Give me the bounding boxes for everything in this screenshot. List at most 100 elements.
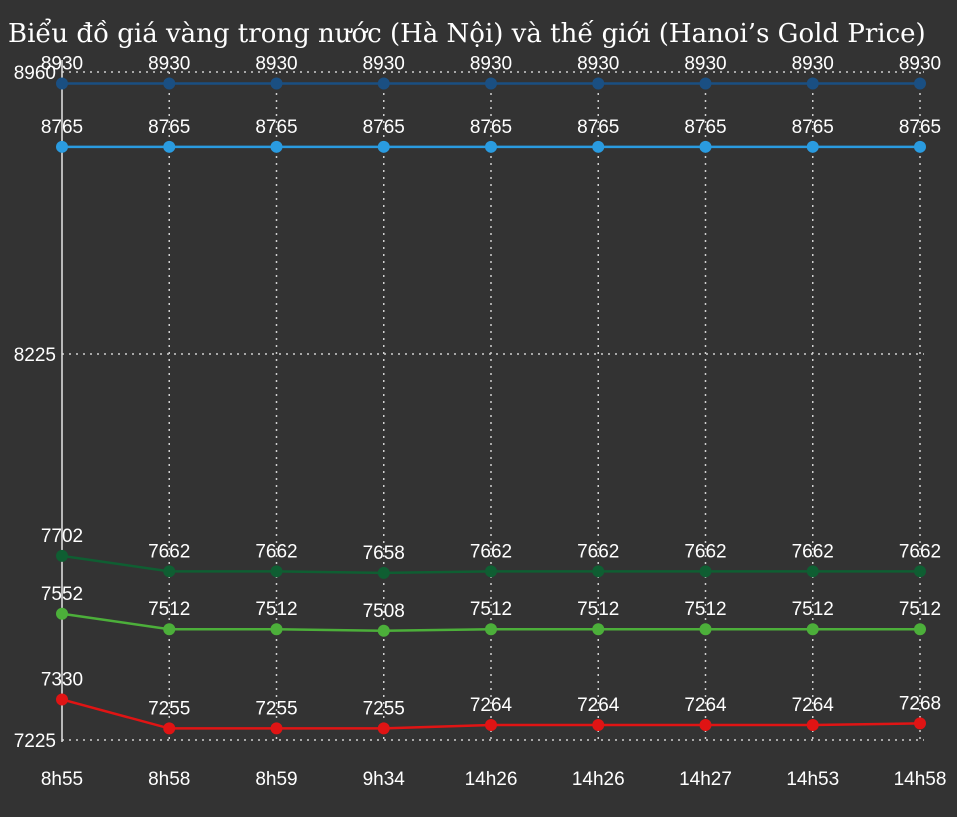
data-label: 8765 (255, 117, 297, 138)
data-point (914, 140, 926, 153)
data-point (699, 565, 712, 578)
data-point (270, 140, 283, 153)
data-point (485, 718, 497, 731)
data-point (56, 140, 68, 153)
data-point (592, 718, 605, 731)
data-label: 8930 (684, 54, 726, 75)
data-label: 8765 (148, 117, 190, 138)
grid (62, 71, 924, 741)
data-point (163, 565, 176, 578)
data-point (914, 623, 926, 636)
data-point (806, 718, 819, 731)
data-label: 7264 (792, 695, 835, 716)
series-4: 7330 7255 7255 7255 7264 7264 7264 7264 7268 (41, 669, 941, 735)
x-tick-label: 9h34 (363, 769, 406, 790)
data-label: 7662 (577, 541, 619, 562)
data-label: 7662 (899, 541, 941, 562)
data-label: 7330 (41, 669, 83, 690)
data-point (270, 722, 283, 735)
data-label: 7512 (148, 599, 190, 620)
series-2: 7702 7662 7662 7658 7662 7662 7662 7662 7662 (41, 526, 941, 579)
data-label: 8930 (577, 54, 619, 75)
data-label: 7512 (470, 599, 512, 620)
data-point (914, 717, 926, 730)
data-point (485, 140, 497, 153)
data-point (699, 77, 712, 90)
x-tick-label: 14h27 (679, 769, 732, 790)
data-point (806, 623, 819, 636)
data-label: 7512 (684, 599, 726, 620)
x-tick-label: 8h59 (255, 769, 297, 790)
data-point (699, 718, 712, 731)
data-label: 7658 (363, 543, 405, 564)
x-tick-label: 8h58 (148, 769, 190, 790)
data-point (485, 77, 497, 90)
data-point (270, 565, 283, 578)
data-label: 8765 (792, 117, 834, 138)
data-label: 7512 (899, 599, 941, 620)
data-point (270, 77, 283, 90)
data-point (163, 722, 176, 735)
data-label: 8930 (792, 54, 834, 75)
x-tick-label: 14h58 (894, 769, 947, 790)
data-point (914, 77, 926, 90)
data-label: 7508 (363, 601, 405, 622)
data-point (699, 623, 712, 636)
data-point (56, 549, 68, 562)
y-tick-label: 8960 (14, 63, 56, 84)
series-1: 8765 8765 8765 8765 8765 8765 8765 8765 8765 (41, 117, 941, 153)
x-tick-label: 14h53 (786, 769, 839, 790)
data-point (485, 623, 497, 636)
data-label: 8765 (470, 117, 512, 138)
data-point (377, 566, 390, 579)
data-point (592, 140, 605, 153)
y-axis-ticks: 8960 8225 7225 (14, 63, 56, 752)
x-tick-label: 8h55 (41, 769, 83, 790)
data-label: 8765 (684, 117, 726, 138)
x-tick-label: 14h26 (465, 769, 518, 790)
data-label: 7268 (899, 693, 941, 714)
data-point (56, 693, 68, 706)
data-label: 7662 (148, 541, 190, 562)
data-label: 8930 (255, 54, 297, 75)
data-label: 7255 (148, 698, 190, 719)
data-point (806, 140, 819, 153)
data-point (485, 565, 497, 578)
data-label: 7255 (363, 698, 405, 719)
data-label: 7662 (255, 541, 297, 562)
data-point (592, 77, 605, 90)
y-tick-label: 8225 (14, 345, 56, 366)
x-axis-ticks: 8h55 8h58 8h59 9h34 14h26 14h26 14h27 14h53 14h5… (41, 769, 947, 790)
y-tick-label: 7225 (14, 731, 56, 752)
data-label: 7255 (255, 698, 297, 719)
data-point (592, 623, 605, 636)
data-label: 7702 (41, 526, 83, 547)
data-label: 8930 (899, 54, 941, 75)
series-group: 8930 8930 8930 8930 8930 8930 8930 8930 8930 8765… (41, 54, 941, 735)
data-point (56, 607, 68, 620)
x-tick-label: 14h26 (572, 769, 625, 790)
data-point (914, 565, 926, 578)
data-label: 7662 (684, 541, 726, 562)
series-0: 8930 8930 8930 8930 8930 8930 8930 8930 8930 (41, 54, 941, 90)
data-point (592, 565, 605, 578)
data-label: 7264 (470, 695, 513, 716)
data-label: 8765 (899, 117, 941, 138)
series-3: 7552 7512 7512 7508 7512 7512 7512 7512 7512 (41, 584, 941, 637)
data-point (377, 77, 390, 90)
data-point (270, 623, 283, 636)
data-point (163, 140, 176, 153)
data-point (163, 77, 176, 90)
data-point (163, 623, 176, 636)
data-label: 7512 (577, 599, 619, 620)
data-label: 7662 (792, 541, 834, 562)
data-label: 7264 (577, 695, 620, 716)
data-point (806, 77, 819, 90)
data-label: 8930 (470, 54, 512, 75)
data-point (699, 140, 712, 153)
data-label: 7662 (470, 541, 512, 562)
data-label: 8765 (41, 117, 83, 138)
data-label: 8930 (363, 54, 405, 75)
data-point (56, 77, 68, 90)
data-point (377, 722, 390, 735)
